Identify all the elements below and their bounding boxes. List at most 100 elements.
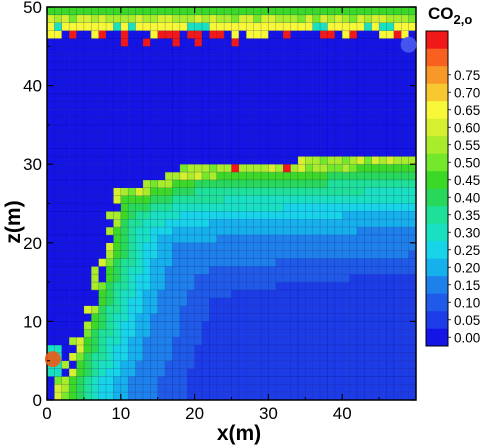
heatmap-cell: [142, 384, 151, 393]
heatmap-cell: [157, 297, 166, 306]
heatmap-cell: [179, 384, 188, 393]
heatmap-cell: [253, 69, 262, 78]
heatmap-cell: [128, 392, 136, 401]
heatmap-cell: [157, 140, 166, 149]
heatmap-cell: [224, 124, 232, 133]
heatmap-cell: [371, 368, 380, 377]
heatmap-cell: [47, 234, 55, 243]
heatmap-cell: [371, 392, 380, 401]
heatmap-cell: [290, 38, 299, 47]
heatmap-cell: [54, 148, 62, 157]
heatmap-cell: [231, 148, 240, 157]
heatmap-cell: [216, 297, 225, 306]
heatmap-cell: [194, 203, 203, 212]
heatmap-cell: [327, 85, 335, 94]
heatmap-cell: [268, 337, 276, 346]
heatmap-cell: [393, 69, 402, 78]
heatmap-cell: [364, 250, 372, 259]
heatmap-cell: [135, 392, 144, 401]
heatmap-cell: [312, 219, 321, 228]
heatmap-cell: [157, 179, 166, 188]
heatmap-cell: [408, 187, 417, 196]
heatmap-cell: [246, 156, 254, 165]
heatmap-cell: [327, 156, 335, 165]
heatmap-cell: [142, 187, 151, 196]
heatmap-cell: [201, 360, 210, 369]
heatmap-cell: [334, 297, 343, 306]
heatmap-cell: [275, 30, 284, 39]
heatmap-cell: [98, 101, 107, 110]
heatmap-cell: [120, 321, 129, 330]
heatmap-cell: [320, 313, 328, 322]
heatmap-cell: [135, 38, 144, 47]
heatmap-cell: [179, 258, 188, 267]
heatmap-cell: [113, 195, 121, 204]
heatmap-cell: [290, 376, 299, 385]
heatmap-cell: [106, 156, 114, 165]
heatmap-cell: [209, 54, 217, 63]
heatmap-cell: [297, 242, 306, 251]
heatmap-cell: [165, 77, 173, 86]
heatmap-cell: [83, 392, 92, 401]
heatmap-cell: [379, 250, 387, 259]
heatmap-cell: [157, 101, 166, 110]
heatmap-cell: [142, 85, 151, 94]
heatmap-cell: [408, 7, 417, 16]
heatmap-cell: [305, 274, 313, 283]
heatmap-cell: [209, 360, 217, 369]
heatmap-cell: [327, 54, 335, 63]
heatmap-cell: [401, 156, 409, 165]
x-axis-title: x(m): [217, 422, 261, 445]
heatmap-cell: [312, 329, 321, 338]
heatmap-cell: [172, 93, 180, 102]
heatmap-cell: [98, 234, 107, 243]
heatmap-cell: [120, 266, 129, 275]
heatmap-cell: [393, 85, 402, 94]
heatmap-cell: [128, 101, 136, 110]
heatmap-cell: [408, 305, 417, 314]
heatmap-cell: [305, 392, 313, 401]
heatmap-cell: [268, 46, 276, 55]
heatmap-cell: [275, 62, 284, 71]
heatmap-cell: [120, 101, 129, 110]
heatmap-cell: [54, 282, 62, 291]
heatmap-cell: [334, 368, 343, 377]
heatmap-cell: [408, 392, 417, 401]
heatmap-cell: [209, 352, 217, 361]
heatmap-cell: [386, 179, 395, 188]
heatmap-cell: [238, 329, 247, 338]
heatmap-cell: [216, 46, 225, 55]
heatmap-cell: [246, 109, 254, 118]
heatmap-cell: [224, 211, 232, 220]
heatmap-cell: [261, 172, 269, 181]
heatmap-cell: [386, 14, 395, 23]
heatmap-cell: [334, 54, 343, 63]
heatmap-cell: [371, 14, 380, 23]
colorbar-label: 0.10: [454, 295, 480, 310]
heatmap-cell: [179, 297, 188, 306]
heatmap-cell: [194, 368, 203, 377]
heatmap-cell: [120, 93, 129, 102]
heatmap-cell: [275, 54, 284, 63]
heatmap-cell: [320, 109, 328, 118]
heatmap-cell: [91, 179, 99, 188]
heatmap-cell: [106, 22, 114, 31]
heatmap-cell: [106, 321, 114, 330]
heatmap-cell: [98, 164, 107, 173]
heatmap-cell: [150, 297, 158, 306]
heatmap-cell: [76, 22, 85, 31]
heatmap-cell: [98, 109, 107, 118]
heatmap-cell: [356, 93, 365, 102]
heatmap-cell: [142, 250, 151, 259]
heatmap-cell: [150, 242, 158, 251]
heatmap-cell: [305, 164, 313, 173]
heatmap-cell: [76, 352, 85, 361]
heatmap-cell: [61, 227, 70, 236]
heatmap-cell: [201, 305, 210, 314]
heatmap-cell: [76, 227, 85, 236]
heatmap-cell: [194, 289, 203, 298]
heatmap-cell: [408, 266, 417, 275]
heatmap-cell: [238, 101, 247, 110]
heatmap-cell: [297, 187, 306, 196]
heatmap-cell: [83, 93, 92, 102]
